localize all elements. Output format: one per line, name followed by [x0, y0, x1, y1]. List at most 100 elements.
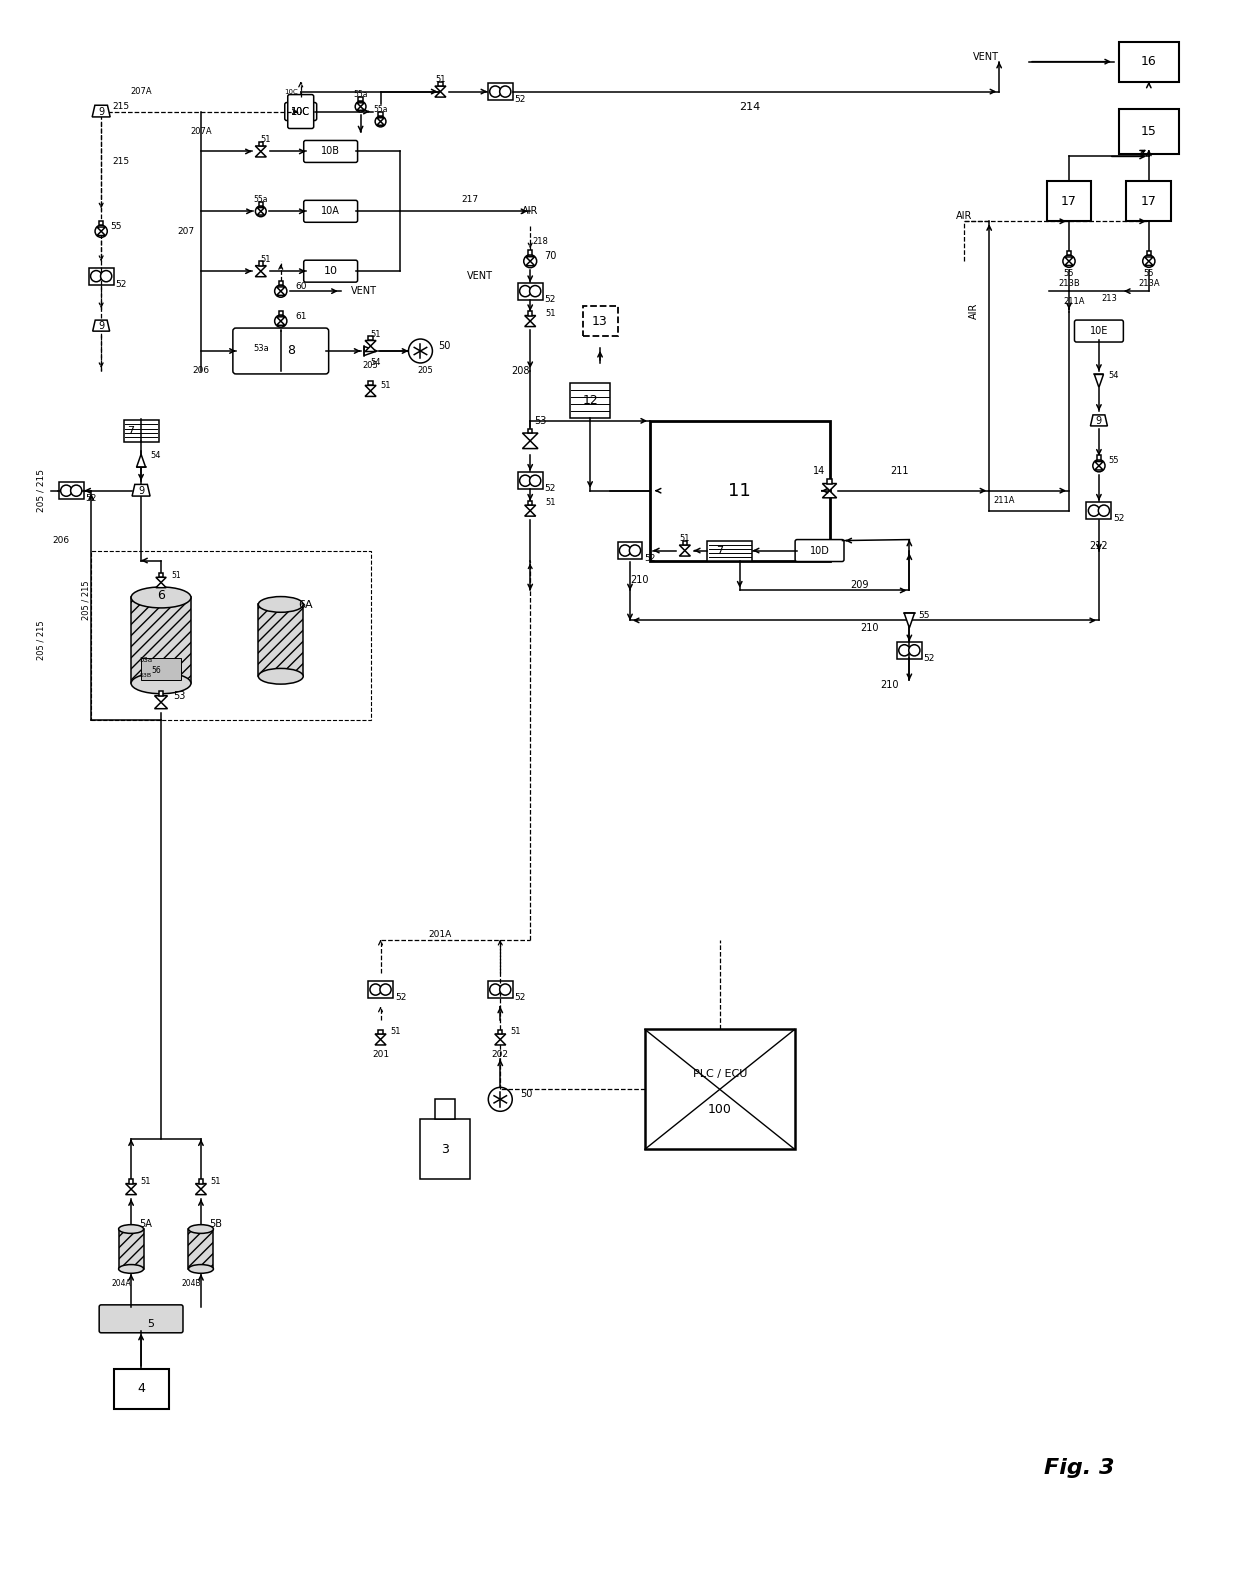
Text: 70: 70	[544, 251, 557, 261]
Text: 51: 51	[391, 1027, 401, 1037]
Bar	[159, 692, 164, 696]
Circle shape	[523, 254, 537, 267]
Bar	[1126, 181, 1172, 221]
Bar	[368, 981, 393, 999]
Bar	[420, 1119, 470, 1180]
Polygon shape	[357, 107, 365, 110]
Text: 16: 16	[1141, 56, 1157, 68]
Text: 53: 53	[534, 417, 547, 426]
Text: 51: 51	[260, 254, 272, 264]
Polygon shape	[522, 440, 538, 448]
Text: 10C: 10C	[291, 107, 310, 116]
Bar	[518, 283, 543, 299]
Ellipse shape	[258, 596, 304, 612]
Circle shape	[274, 285, 286, 297]
Polygon shape	[97, 227, 105, 231]
Bar	[188, 1229, 213, 1269]
Text: 15: 15	[1141, 126, 1157, 138]
Polygon shape	[93, 320, 109, 331]
Circle shape	[899, 644, 910, 657]
Bar	[528, 312, 532, 315]
Text: 10E: 10E	[1090, 326, 1109, 335]
Text: 52: 52	[86, 494, 97, 502]
Text: 51: 51	[211, 1177, 221, 1186]
Text: 60: 60	[295, 281, 306, 291]
Text: 7: 7	[128, 426, 135, 436]
Bar	[198, 1180, 203, 1183]
Text: 211A: 211A	[1063, 297, 1085, 305]
Text: 52: 52	[515, 994, 526, 1002]
Polygon shape	[1065, 258, 1074, 261]
Bar	[1047, 181, 1091, 221]
Circle shape	[379, 984, 391, 995]
Bar	[188, 1229, 213, 1269]
Bar	[1147, 251, 1151, 254]
Bar	[618, 542, 642, 560]
Text: 53B: 53B	[140, 673, 153, 677]
Text: 10C: 10C	[284, 89, 298, 94]
Bar	[827, 479, 832, 483]
Text: AIR: AIR	[522, 207, 538, 216]
Text: 14: 14	[813, 466, 826, 475]
Text: 11: 11	[728, 482, 751, 499]
Bar	[498, 1030, 502, 1034]
Text: 214: 214	[739, 102, 760, 111]
Bar	[119, 1229, 144, 1269]
Text: 5A: 5A	[140, 1220, 153, 1229]
Bar	[487, 981, 513, 999]
Bar	[1118, 110, 1179, 154]
Polygon shape	[156, 577, 166, 582]
Bar	[1086, 502, 1111, 518]
Circle shape	[490, 984, 501, 995]
Text: 213B: 213B	[1058, 278, 1080, 288]
Polygon shape	[522, 432, 538, 440]
FancyBboxPatch shape	[304, 200, 357, 223]
Text: 9: 9	[98, 107, 104, 116]
Text: 204A: 204A	[112, 1280, 131, 1288]
Bar	[99, 221, 103, 226]
Circle shape	[500, 86, 511, 97]
Text: 55a: 55a	[253, 196, 268, 204]
Polygon shape	[495, 1034, 506, 1040]
Bar	[58, 482, 84, 499]
Text: 201A: 201A	[429, 930, 453, 940]
Bar	[518, 472, 543, 490]
Polygon shape	[365, 347, 377, 356]
Polygon shape	[156, 582, 166, 588]
Bar	[707, 541, 753, 561]
Text: 17: 17	[1141, 196, 1157, 208]
Text: 210: 210	[880, 681, 899, 690]
Text: 54: 54	[151, 452, 161, 460]
Text: 213: 213	[1101, 294, 1117, 302]
Ellipse shape	[131, 673, 191, 693]
Text: 54: 54	[1109, 372, 1120, 380]
Text: 12: 12	[583, 394, 598, 407]
Polygon shape	[365, 391, 376, 396]
Polygon shape	[525, 321, 536, 326]
Text: 10B: 10B	[321, 146, 340, 156]
Text: 55: 55	[1064, 269, 1074, 278]
Polygon shape	[255, 266, 267, 272]
Circle shape	[370, 984, 381, 995]
Text: 52: 52	[394, 994, 407, 1002]
Text: 5B: 5B	[210, 1220, 222, 1229]
Ellipse shape	[119, 1264, 144, 1274]
Polygon shape	[255, 146, 267, 151]
Text: 51: 51	[435, 75, 445, 84]
Bar	[258, 604, 304, 676]
FancyBboxPatch shape	[99, 1305, 184, 1332]
Ellipse shape	[188, 1224, 213, 1234]
Bar	[358, 97, 363, 102]
Text: 210: 210	[861, 623, 879, 633]
Ellipse shape	[188, 1264, 213, 1274]
Polygon shape	[196, 1183, 206, 1189]
Bar	[259, 202, 263, 207]
Polygon shape	[255, 151, 267, 157]
Bar	[583, 307, 618, 335]
Text: AIR: AIR	[970, 304, 980, 320]
Bar	[487, 83, 513, 100]
Polygon shape	[97, 231, 105, 235]
Text: 215: 215	[113, 102, 130, 111]
Text: 8: 8	[286, 345, 295, 358]
Text: 206: 206	[192, 366, 210, 375]
